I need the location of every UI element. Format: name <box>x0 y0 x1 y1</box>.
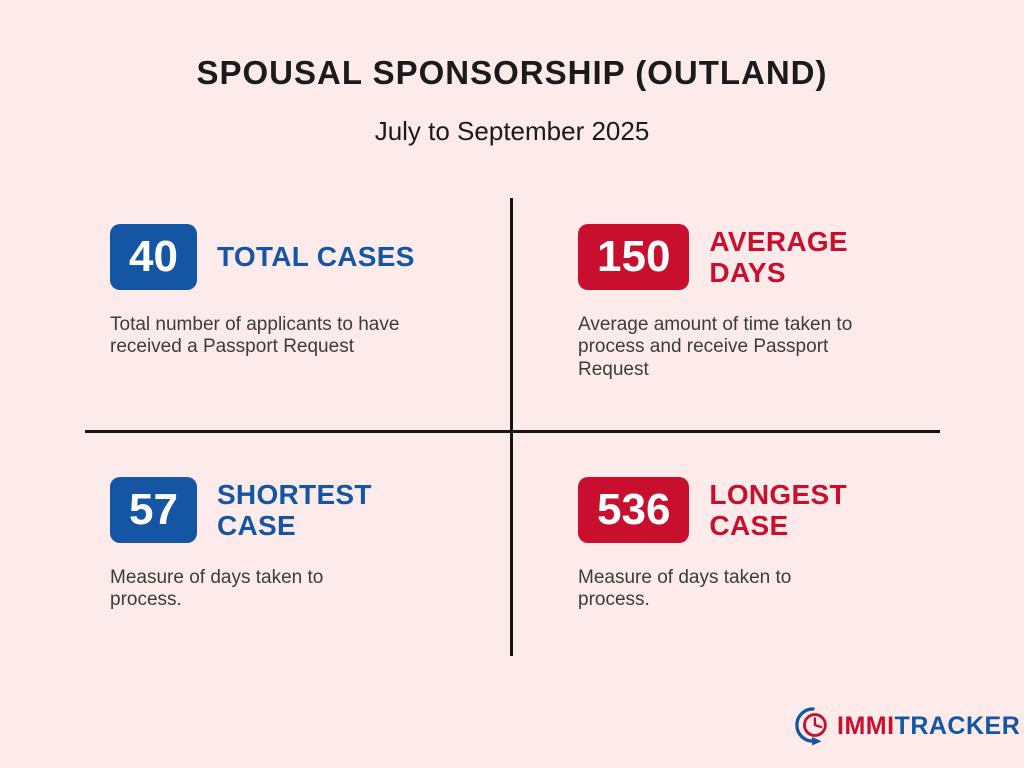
logo-wordmark: IMMITRACKER <box>837 711 1021 740</box>
stat-shortest-case: 57 SHORTEST CASE Measure of days taken t… <box>110 477 480 612</box>
stat-head: 40 TOTAL CASES <box>110 224 480 290</box>
stat-head: 150 AVERAGE DAYS <box>578 224 948 290</box>
stat-label: TOTAL CASES <box>216 241 415 273</box>
stat-total-cases: 40 TOTAL CASES Total number of applicant… <box>110 224 480 359</box>
stat-head: 57 SHORTEST CASE <box>110 477 480 543</box>
stat-description: Total number of applicants to have recei… <box>110 314 400 358</box>
horizontal-divider <box>85 430 940 433</box>
logo-text-immi: IMMI <box>837 711 895 740</box>
page-title: SPOUSAL SPONSORSHIP (OUTLAND) <box>196 54 828 91</box>
stat-value-badge: 150 <box>578 224 690 290</box>
stat-label: LONGEST CASE <box>709 478 847 541</box>
clock-arrows-icon <box>795 707 827 746</box>
stat-value-badge: 536 <box>578 477 690 543</box>
stat-average-days: 150 AVERAGE DAYS Average amount of time … <box>578 224 948 381</box>
stat-description: Average amount of time taken to process … <box>578 314 853 380</box>
vertical-divider <box>510 198 513 656</box>
stat-value-badge: 40 <box>110 224 197 290</box>
stat-longest-case: 536 LONGEST CASE Measure of days taken t… <box>578 477 948 612</box>
page-subtitle: July to September 2025 <box>374 116 650 146</box>
stat-description: Measure of days taken to process. <box>110 567 324 611</box>
stat-label: AVERAGE DAYS <box>709 225 848 288</box>
stat-value-badge: 57 <box>110 477 197 543</box>
stat-label: SHORTEST CASE <box>216 478 372 541</box>
immitracker-logo: IMMITRACKER <box>794 706 1020 746</box>
stat-description: Measure of days taken to process. <box>578 567 792 611</box>
logo-text-tracker: TRACKER <box>894 711 1021 740</box>
stat-head: 536 LONGEST CASE <box>578 477 948 543</box>
